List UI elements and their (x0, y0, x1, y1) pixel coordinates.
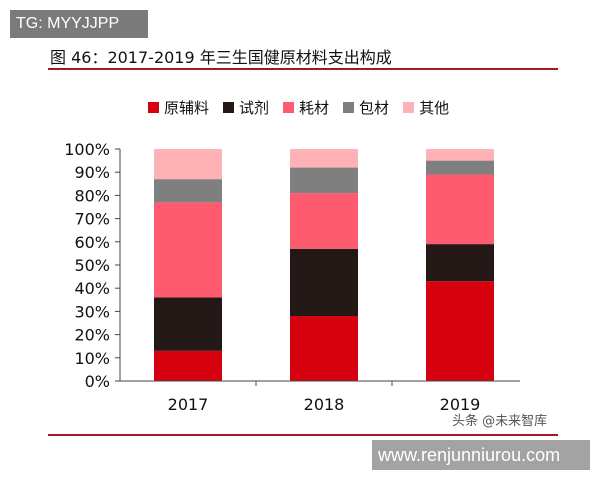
bar-segment (290, 316, 358, 381)
watermark: 头条 @未来智库 (452, 414, 548, 429)
bar-segment (426, 244, 494, 282)
chart-title: 图 46：2017-2019 年三生国健原材料支出构成 (50, 48, 392, 67)
y-tick-label: 100% (64, 140, 110, 159)
bar-segment (426, 281, 494, 381)
legend-label: 其他 (419, 99, 450, 117)
y-tick-label: 10% (74, 349, 110, 368)
bar-segment (154, 297, 222, 351)
y-tick-label: 90% (74, 163, 110, 182)
bar-segment (154, 149, 222, 180)
legend-item: 耗材 (283, 97, 329, 118)
bar-segment (290, 149, 358, 168)
legend-swatch (223, 102, 235, 113)
y-tick-label: 50% (74, 256, 110, 275)
legend-item: 其他 (403, 97, 449, 118)
legend-label: 耗材 (299, 99, 330, 117)
x-tick-label: 2018 (304, 395, 345, 414)
legend-label: 试剂 (239, 99, 270, 117)
legend-item: 试剂 (223, 97, 269, 118)
y-tick-label: 0% (85, 372, 110, 391)
legend-swatch (283, 102, 295, 113)
y-tick-label: 20% (74, 326, 110, 345)
bar-segment (154, 350, 222, 381)
y-tick-label: 30% (74, 302, 110, 321)
x-tick-label: 2019 (440, 395, 481, 414)
bar-segment (426, 160, 494, 175)
bar-segment (290, 193, 358, 249)
bar-segment (426, 174, 494, 245)
y-tick-label: 70% (74, 210, 110, 229)
legend-item: 原辅料 (148, 97, 209, 118)
legend-swatch (403, 102, 415, 113)
x-tick-label: 2017 (168, 395, 209, 414)
bar-segment (290, 167, 358, 194)
legend-label: 原辅料 (164, 99, 210, 117)
url-banner: www.renjunniurou.com (372, 440, 590, 470)
legend-swatch (148, 102, 159, 113)
legend-swatch (343, 102, 355, 113)
bar-segment (426, 149, 494, 161)
legend-item: 包材 (343, 97, 389, 118)
legend-label: 包材 (359, 99, 390, 117)
tag-label: TG: MYYJJPP (10, 10, 148, 38)
bar-segment (154, 202, 222, 298)
bar-segment (154, 179, 222, 203)
y-tick-label: 60% (74, 233, 110, 252)
y-tick-label: 40% (74, 279, 110, 298)
bar-segment (290, 248, 358, 317)
y-tick-label: 80% (74, 186, 110, 205)
bottom-divider (48, 434, 558, 436)
title-divider (48, 68, 558, 70)
legend: 原辅料 试剂 耗材 包材 其他 (148, 97, 449, 118)
